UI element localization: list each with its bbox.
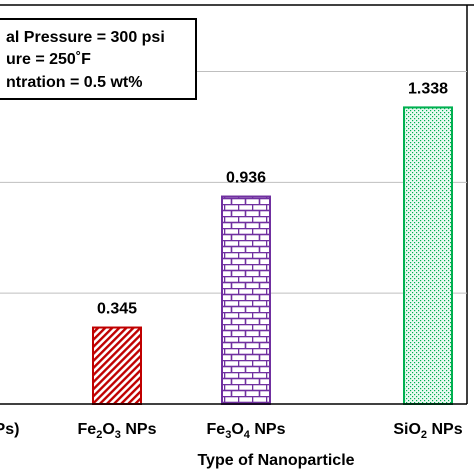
data-label: 0.345 [97,301,137,318]
x-tick-label: Ps) [0,421,19,438]
data-labels: 0.345 0.936 1.338 [97,80,448,317]
x-tick-label: Fe2O3 NPs [78,421,157,441]
conditions-line-2: ure = 250˚F [6,51,91,68]
bar [403,106,453,405]
data-label: 1.338 [408,80,448,97]
bars [92,106,453,405]
conditions-line-3: ntration = 0.5 wt% [6,74,142,91]
bar [221,195,271,405]
x-tick-labels: Ps) Fe2O3 NPs Fe3O4 NPs SiO2 NPs [0,421,463,441]
x-axis-title: Type of Nanoparticle [197,452,354,469]
x-tick-label: SiO2 NPs [393,421,462,441]
conditions-line-1: al Pressure = 300 psi [6,29,165,46]
x-tick-label: Fe3O4 NPs [207,421,286,441]
data-label: 0.936 [226,170,266,187]
bar [92,326,142,405]
conditions-box [0,18,197,100]
